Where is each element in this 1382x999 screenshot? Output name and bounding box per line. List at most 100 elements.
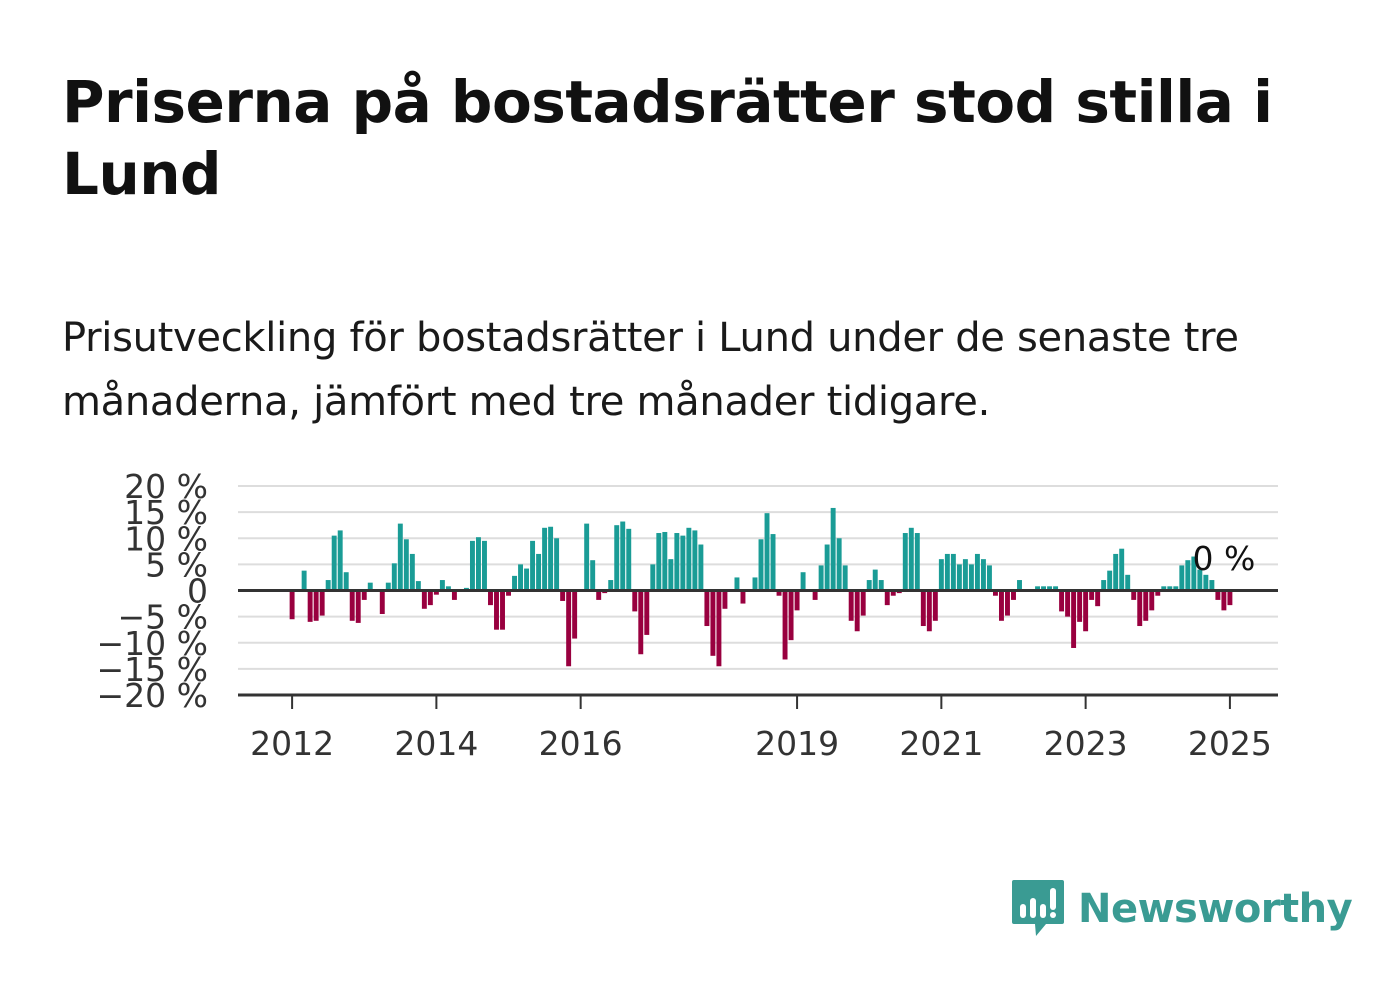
- bar: [445, 586, 451, 591]
- bar: [758, 539, 764, 591]
- bar: [433, 590, 439, 595]
- bar: [1071, 590, 1077, 648]
- bar: [740, 590, 746, 604]
- bar: [572, 590, 578, 639]
- bar: [427, 590, 433, 606]
- bar: [554, 538, 560, 591]
- bar: [325, 580, 331, 591]
- bar: [698, 544, 704, 591]
- bar: [1041, 586, 1047, 591]
- x-tick-label: 2014: [394, 724, 478, 763]
- bar: [902, 533, 908, 591]
- bar: [734, 577, 740, 591]
- bar: [1137, 590, 1143, 627]
- bar: [716, 590, 722, 667]
- bar: [451, 590, 457, 600]
- x-tick-label: 2025: [1188, 724, 1272, 763]
- bar: [674, 533, 680, 591]
- x-tick-label: 2019: [755, 724, 839, 763]
- bar: [1119, 548, 1125, 591]
- bar: [397, 523, 403, 591]
- bar: [530, 540, 536, 591]
- bar: [590, 560, 596, 591]
- bar: [722, 590, 728, 609]
- bar: [548, 526, 554, 591]
- bar: [1053, 586, 1059, 591]
- bar: [506, 590, 511, 596]
- bar: [944, 553, 950, 591]
- bar: [872, 569, 878, 591]
- bar: [343, 572, 349, 591]
- bar: [764, 513, 770, 591]
- brand-name: Newsworthy: [1078, 886, 1353, 932]
- bar: [656, 533, 662, 591]
- bar: [1227, 590, 1233, 606]
- bar: [584, 523, 590, 591]
- y-tick-label: −10 %: [97, 624, 209, 663]
- bar: [301, 570, 307, 591]
- bar: [794, 590, 800, 611]
- bar: [560, 590, 566, 601]
- bar: [890, 590, 896, 596]
- bar: [1191, 556, 1197, 591]
- bars: [289, 507, 1233, 667]
- bar: [337, 530, 343, 591]
- bar: [788, 590, 794, 641]
- y-tick-label: −5 %: [118, 598, 209, 637]
- bar: [482, 540, 487, 591]
- bar: [776, 590, 782, 596]
- bar: [1113, 553, 1119, 591]
- bar: [1179, 565, 1185, 591]
- bar: [638, 590, 644, 655]
- bar: [1107, 570, 1113, 591]
- bar: [1167, 586, 1173, 591]
- bar: [860, 590, 866, 616]
- bar: [1161, 586, 1167, 591]
- x-tick-label: 2023: [1044, 724, 1128, 763]
- bar: [1089, 590, 1095, 600]
- bar: [866, 580, 872, 591]
- bar: [710, 590, 716, 656]
- bar: [536, 553, 542, 591]
- bar: [626, 528, 632, 591]
- bar: [1143, 590, 1149, 621]
- bar: [752, 577, 758, 591]
- bar: [1077, 590, 1083, 622]
- bar: [1131, 590, 1137, 600]
- bar: [968, 564, 974, 591]
- bar: [854, 590, 860, 632]
- bar: [662, 531, 668, 591]
- bar: [848, 590, 854, 621]
- bar: [500, 590, 505, 630]
- bar: [1011, 590, 1016, 600]
- x-axis-labels: 2012 2014 2016 2019 2021 2023 2025: [250, 724, 1272, 763]
- bar: [415, 581, 421, 591]
- newsworthy-logo[interactable]: Newsworthy: [1010, 878, 1353, 940]
- bar: [620, 521, 626, 591]
- newsworthy-logo-icon: [1012, 880, 1064, 936]
- bar: [1101, 580, 1107, 591]
- y-tick-label: 10 %: [124, 519, 208, 558]
- bar: [1197, 569, 1203, 591]
- y-axis-labels: 20 %15 %10 %5 %0−5 %−10 %−15 %−20 %: [97, 467, 209, 715]
- bar: [974, 553, 980, 591]
- bar: [1203, 574, 1209, 591]
- bar: [938, 559, 944, 591]
- bar: [313, 590, 319, 621]
- bar: [361, 590, 367, 600]
- bar: [385, 582, 391, 591]
- bar: [980, 559, 986, 591]
- bar: [1035, 586, 1041, 591]
- bar: [920, 590, 926, 627]
- bar: [1017, 580, 1022, 591]
- bar: [962, 559, 968, 591]
- bar: [770, 534, 776, 591]
- bar: [812, 590, 818, 600]
- bar: [469, 540, 475, 591]
- bar: [830, 507, 836, 591]
- bar: [884, 590, 890, 606]
- bar: [1083, 590, 1089, 632]
- chart-subtitle: Prisutveckling för bostadsrätter i Lund …: [62, 315, 1239, 425]
- bar: [566, 590, 572, 667]
- y-tick-label: −20 %: [97, 676, 209, 715]
